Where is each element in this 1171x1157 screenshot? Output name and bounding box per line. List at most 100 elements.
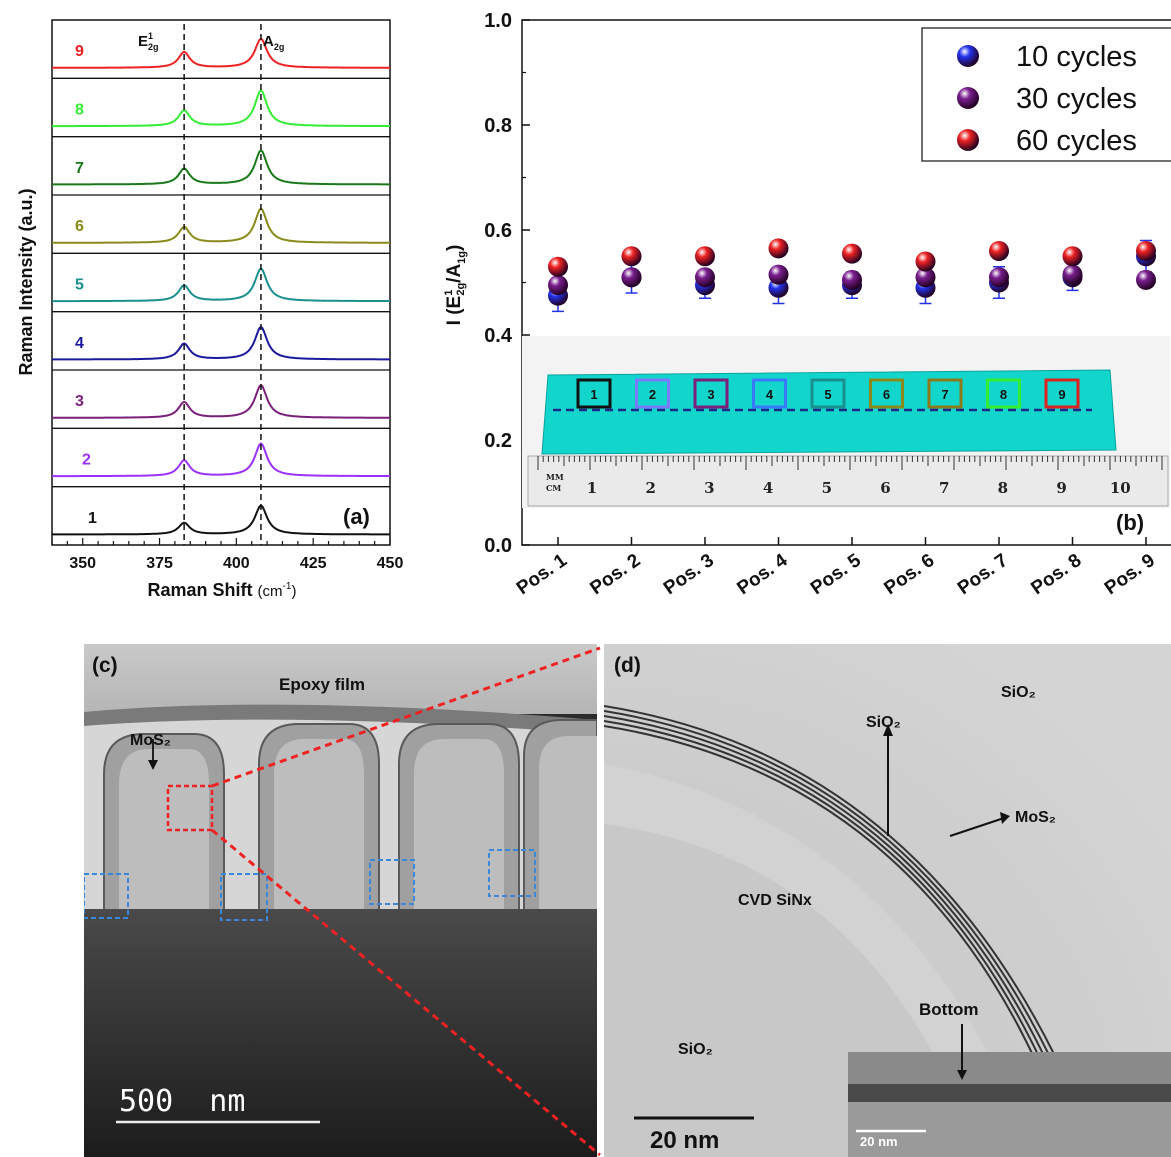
ruler-label: 8 — [998, 479, 1008, 497]
x-tick-label: 425 — [300, 555, 327, 572]
spectrum-line — [52, 504, 390, 536]
tem-image-d: (d) SiO₂ SiO₂ MoS₂ CVD SiNx SiO₂ Bottom … — [604, 644, 1171, 1157]
peak-label-a2g: A2g — [263, 33, 284, 52]
data-point — [548, 256, 568, 277]
sio2-arrow-label: SiO₂ — [866, 714, 901, 731]
x-tick-label: Pos. 1 — [513, 550, 571, 600]
scale-bar-label-c: 500 nm — [119, 1084, 246, 1119]
series-label: 2 — [82, 452, 91, 469]
position-box — [576, 378, 612, 409]
position-box — [1044, 378, 1080, 409]
data-point — [768, 238, 789, 259]
sio2-label-bottom-left: SiO₂ — [678, 1041, 713, 1058]
panel-label-c: (c) — [92, 654, 118, 677]
ruler-label: 10 — [1110, 479, 1131, 497]
ruler — [527, 455, 1169, 507]
ruler-label: 1 — [587, 479, 597, 497]
series-label: 6 — [75, 218, 84, 235]
x-ticks: 350 375 400 425 450 — [51, 538, 404, 572]
data-points — [548, 238, 1156, 313]
ruler-label: 2 — [645, 479, 655, 497]
data-point — [915, 251, 936, 272]
peak-label-e2g: E1 2g — [138, 31, 159, 52]
data-point — [1136, 269, 1156, 290]
y-ticks: 0.0 0.2 0.4 0.6 0.8 1.0 — [484, 10, 530, 557]
position-box — [752, 378, 787, 409]
series-label: 5 — [75, 277, 84, 294]
cvd-sinx-label: CVD SiNx — [738, 892, 812, 909]
x-axis-title-a: Raman Shift (cm-1) — [148, 580, 297, 600]
ruler-label: 7 — [939, 479, 949, 497]
x-tick-label: 375 — [146, 555, 173, 572]
y-axis-title-b: I (E12g/A1g) — [443, 245, 468, 326]
y-axis-title-a: Raman Intensity (a.u.) — [16, 188, 36, 375]
series-labels: 1 2 3 4 5 6 7 8 9 — [75, 43, 97, 527]
data-point — [842, 269, 862, 290]
panel-label-b: (b) — [1116, 510, 1144, 535]
series-label: 4 — [75, 335, 84, 352]
legend-label: 10 cycles — [1016, 41, 1137, 73]
y-tick-label: 0.8 — [484, 115, 512, 137]
position-box-label: 2 — [649, 387, 656, 402]
y-tick-label: 0.6 — [484, 220, 512, 242]
x-tick-label: Pos. 3 — [660, 550, 718, 599]
series-label: 3 — [75, 393, 84, 410]
x-tick-label: Pos. 8 — [1027, 550, 1085, 599]
x-tick-label: Pos. 6 — [880, 550, 938, 599]
spectrum-line — [52, 148, 390, 186]
sio2-label-top-right: SiO₂ — [1001, 684, 1036, 701]
x-tick-label: Pos. 5 — [807, 550, 865, 600]
legend-marker — [957, 129, 979, 151]
position-box-label: 4 — [766, 387, 774, 402]
data-point — [915, 267, 936, 288]
position-box — [927, 378, 963, 409]
data-point — [621, 267, 642, 288]
spectrum-line — [52, 442, 390, 478]
y-tick-label: 0.4 — [484, 325, 513, 347]
data-point — [1136, 241, 1156, 261]
mos2-label-c: MoS₂ — [130, 732, 171, 749]
position-box — [986, 378, 1021, 409]
y-tick-label: 0.2 — [484, 430, 512, 452]
spectrum-line — [52, 88, 390, 128]
x-tick-label: Pos. 7 — [954, 550, 1012, 599]
bottom-label: Bottom — [919, 1000, 979, 1019]
tem-image-c: (c) Epoxy film MoS₂ 500 nm — [84, 644, 597, 1157]
position-box — [635, 378, 670, 409]
data-point — [548, 275, 568, 296]
legend-label: 30 cycles — [1016, 83, 1137, 115]
legend-marker — [957, 87, 979, 109]
legend: 10 cycles 30 cycles 60 cycles — [921, 27, 1171, 162]
data-point — [842, 243, 862, 264]
panel-label-a: (a) — [343, 504, 370, 529]
y-tick-label: 1.0 — [484, 10, 512, 32]
plot-frame-a — [51, 19, 391, 546]
data-point — [768, 264, 789, 285]
position-box — [693, 378, 729, 409]
cyan-wafer-strip — [541, 369, 1117, 455]
data-point — [989, 241, 1009, 261]
intensity-ratio-chart: 0.00.20.40.60.81.0 Pos. 1 Pos. 2 Pos. 3 Pos… — [443, 10, 1171, 600]
series-label: 7 — [75, 160, 84, 177]
inset-scale-bar-label: 20 nm — [860, 1134, 898, 1149]
position-box — [869, 378, 904, 409]
panel-label-d: (d) — [614, 654, 641, 677]
position-box-label: 7 — [941, 387, 948, 402]
data-point — [1062, 264, 1083, 285]
position-box-label: 5 — [824, 387, 831, 402]
ruler-label: 4 — [763, 479, 773, 497]
position-box — [810, 378, 846, 409]
data-point — [621, 246, 642, 267]
position-box-label: 3 — [707, 387, 714, 402]
ruler-label: 9 — [1056, 479, 1066, 497]
scale-bar-label-d: 20 nm — [650, 1127, 720, 1154]
epoxy-film-label: Epoxy film — [279, 675, 365, 694]
x-tick-label: Pos. 9 — [1101, 550, 1159, 599]
legend-marker — [957, 45, 979, 67]
x-tick-label: Pos. 2 — [586, 550, 644, 599]
spectrum-line — [52, 37, 390, 69]
x-tick-label: 450 — [377, 555, 404, 572]
panel-separators — [52, 77, 390, 488]
spectrum-line — [52, 325, 390, 361]
spectra-group — [52, 37, 390, 536]
